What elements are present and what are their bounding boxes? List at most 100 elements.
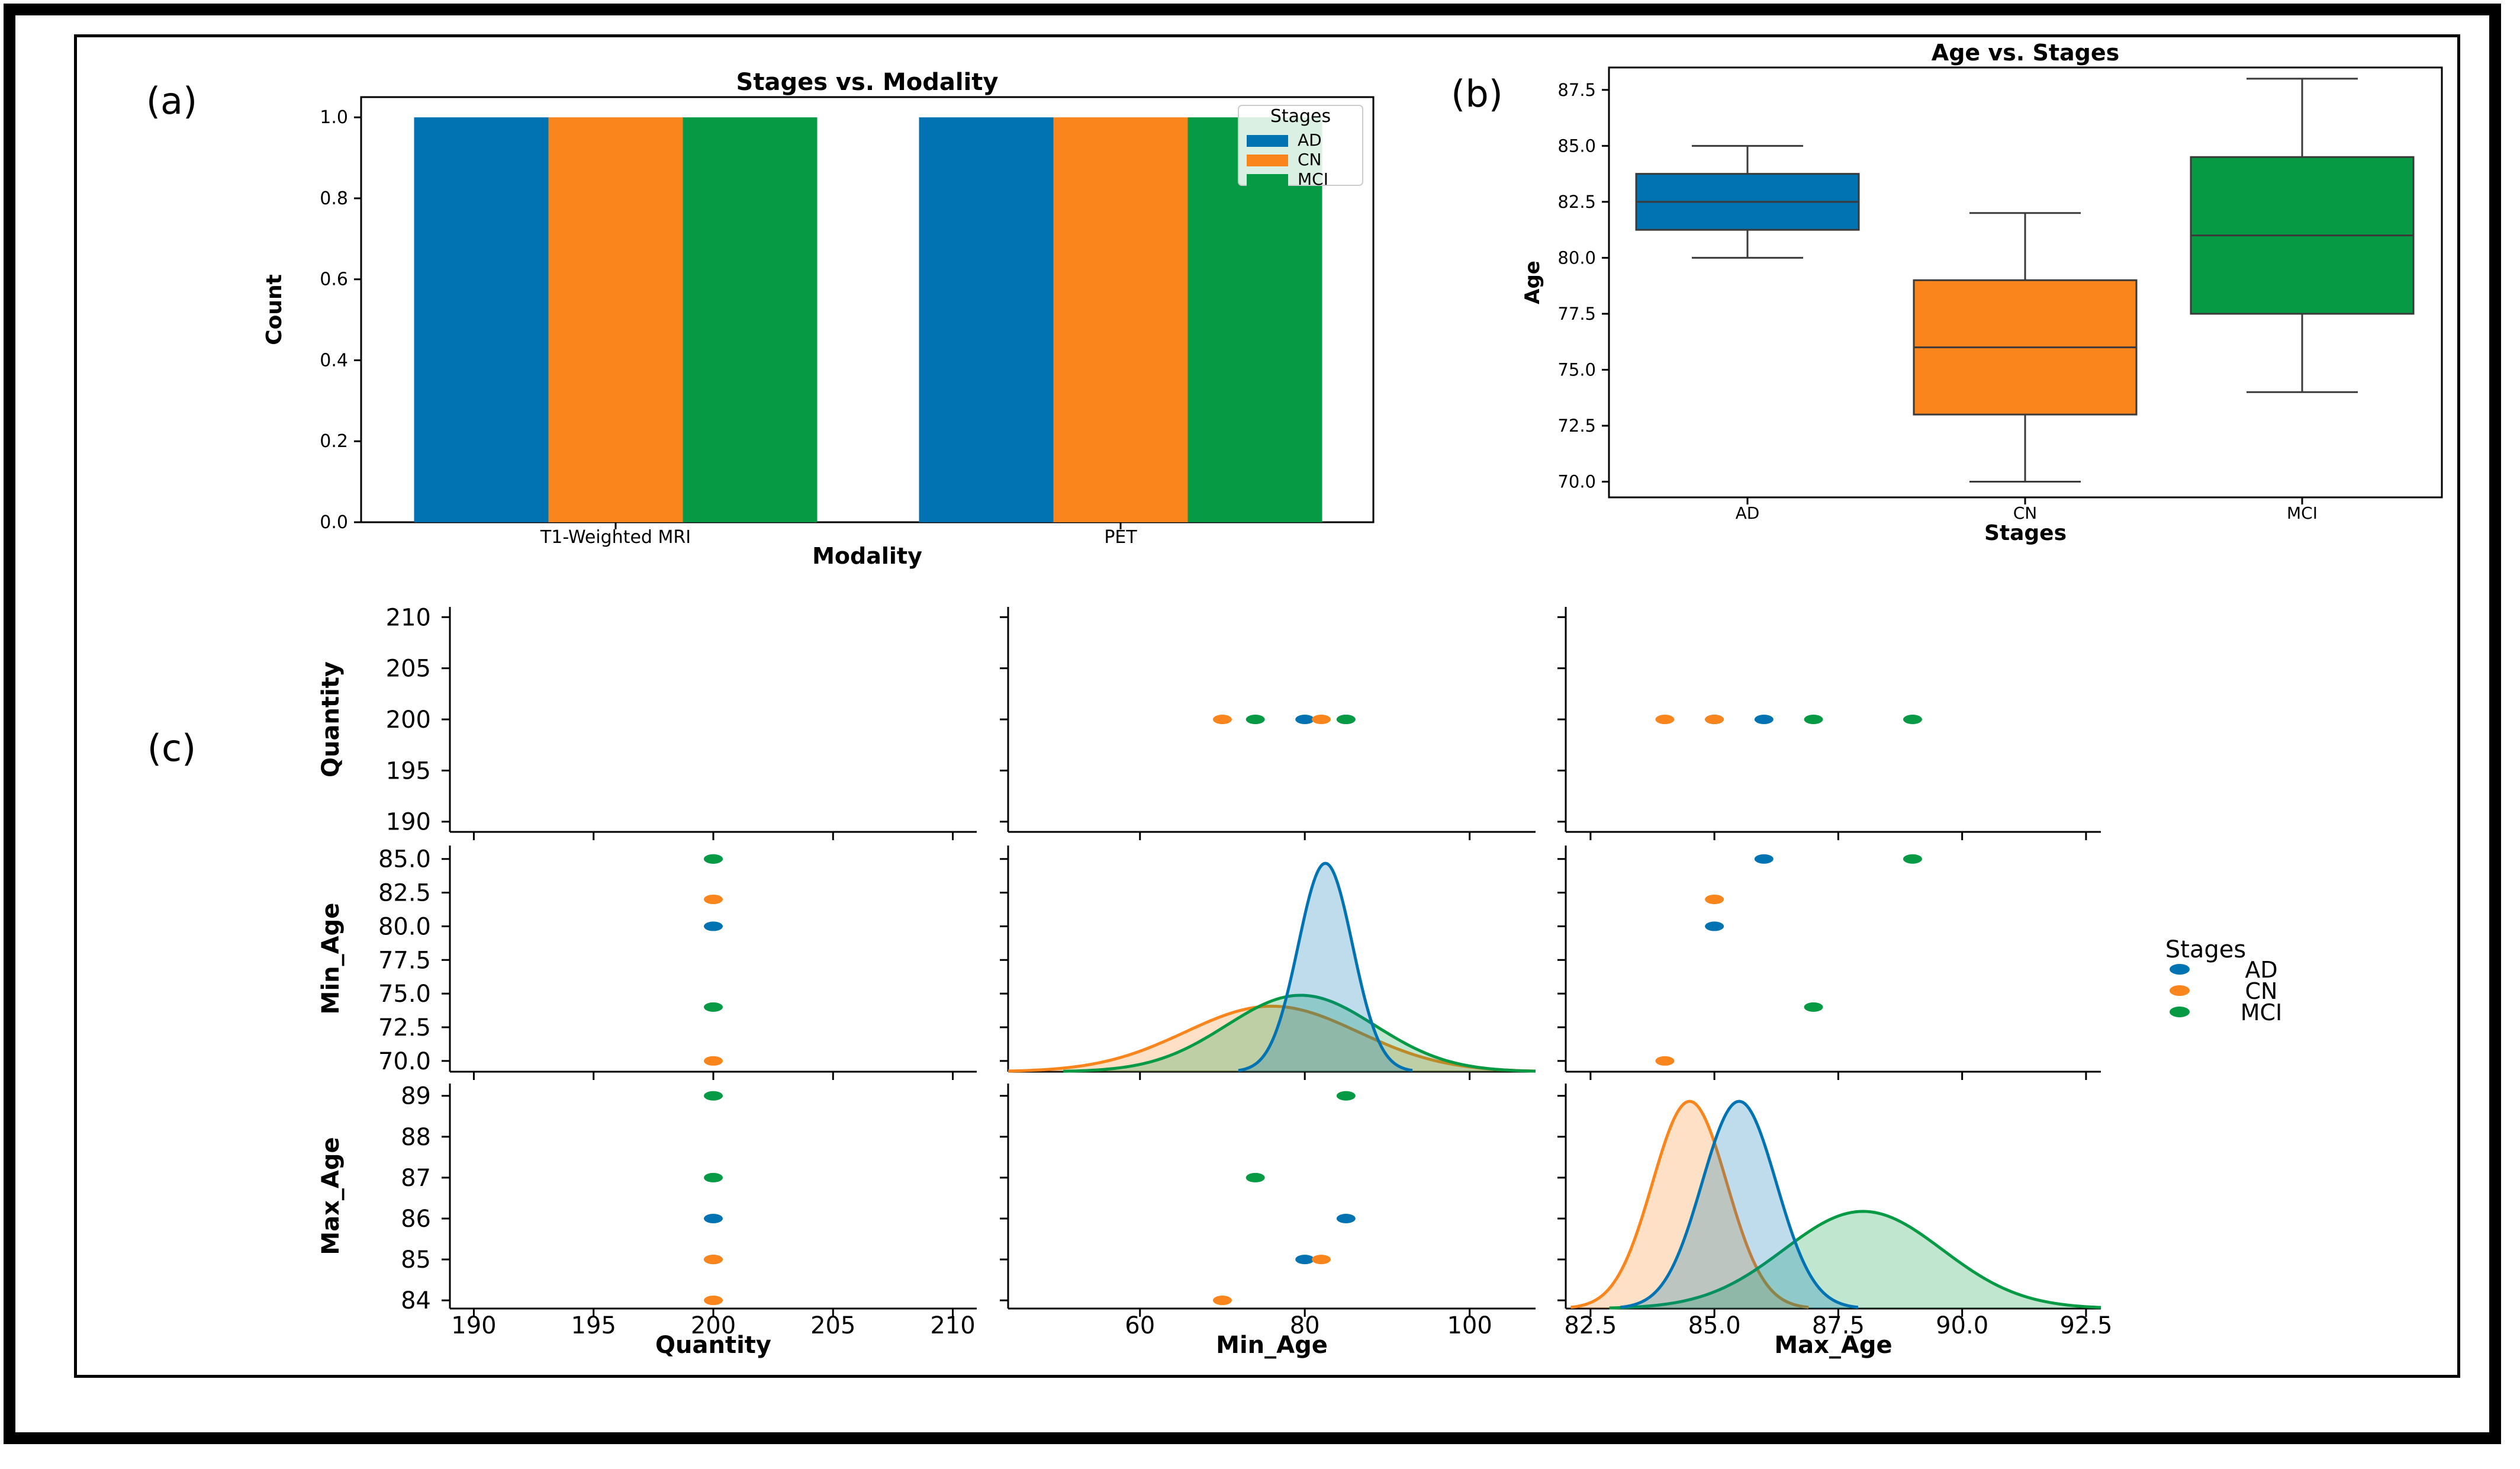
pair-point-mci	[1336, 1091, 1356, 1101]
pair-y-tick-label: 86	[401, 1206, 431, 1233]
pair-point-mci	[1903, 715, 1922, 724]
pair-point-ad	[704, 921, 723, 931]
pair-y-tick-label: 210	[386, 604, 431, 631]
pair-x-tick-label: 60	[1125, 1312, 1155, 1339]
pair-y-tick-label: 85	[401, 1246, 431, 1274]
bar-x-label: Modality	[812, 543, 922, 569]
panel-label-c: (c)	[147, 727, 196, 770]
kde-fill-ad	[1238, 863, 1413, 1072]
bar-legend-label-cn: CN	[1298, 150, 1322, 169]
box-y-label: Age	[1521, 261, 1544, 304]
bar-mci-0	[683, 117, 818, 522]
pair-y-tick-label: 195	[386, 757, 431, 785]
panel-label-a: (a)	[146, 79, 197, 123]
pair-x-tick-label: 195	[571, 1312, 616, 1339]
box-y-tick-label: 70.0	[1557, 472, 1596, 492]
pair-point-mci	[1804, 715, 1823, 724]
pair-point-mci	[704, 1091, 723, 1101]
bar-ad-1	[919, 117, 1054, 522]
box-y-tick-label: 72.5	[1557, 416, 1596, 436]
pair-x-label-max_age: Max_Age	[1774, 1332, 1892, 1359]
pair-x-label-quantity: Quantity	[655, 1332, 771, 1359]
bar-y-tick-label: 0.4	[320, 350, 348, 371]
kde-line-ad	[1238, 862, 1413, 1072]
pair-legend-title: Stages	[2165, 936, 2246, 963]
pair-point-ad	[704, 1214, 723, 1223]
pair-point-cn	[1212, 1296, 1232, 1306]
box-y-tick-label: 77.5	[1557, 304, 1596, 324]
bar-legend-swatch-mci	[1247, 174, 1288, 186]
pair-y-tick-label: 77.5	[378, 947, 431, 974]
pair-point-mci	[1245, 1172, 1265, 1182]
bar-y-tick-label: 1.0	[320, 107, 348, 128]
panel-label-b: (b)	[1451, 72, 1503, 115]
bar-y-tick-label: 0.0	[320, 512, 348, 533]
box-y-tick-label: 87.5	[1557, 80, 1596, 100]
bar-y-tick-label: 0.2	[320, 431, 348, 452]
kde-fill-mci	[1063, 995, 1536, 1072]
pair-point-cn	[1312, 715, 1331, 724]
bar-x-tick-label: T1-Weighted MRI	[540, 527, 691, 548]
bar-y-tick-label: 0.8	[320, 188, 348, 209]
box-y-tick-label: 75.0	[1557, 359, 1596, 380]
pair-x-tick-label: 100	[1447, 1312, 1492, 1339]
pair-point-ad	[1705, 921, 1724, 931]
pair-point-ad	[1295, 1255, 1315, 1265]
pair-legend-label-cn: CN	[2245, 978, 2278, 1004]
pair-x-tick-label: 85.0	[1688, 1312, 1741, 1339]
bar-legend-label-ad: AD	[1298, 130, 1322, 150]
pair-y-tick-label: 85.0	[378, 846, 431, 873]
pair-point-cn	[1312, 1255, 1331, 1265]
kde-line-cn	[1008, 1004, 1536, 1073]
bar-cn-1	[1053, 117, 1188, 522]
pair-y-tick-label: 70.0	[378, 1048, 431, 1075]
pair-point-cn	[1212, 715, 1232, 724]
box-chart-title: Age vs. Stages	[1932, 40, 2119, 66]
kde-line-cn	[1570, 1100, 1809, 1309]
pair-y-tick-label: 200	[386, 706, 431, 734]
pair-y-tick-label: 190	[386, 809, 431, 836]
pair-y-label-min_age: Min_Age	[317, 903, 345, 1015]
pair-point-mci	[704, 1172, 723, 1182]
pair-y-label-max_age: Max_Age	[317, 1137, 345, 1255]
kde-fill-ad	[1620, 1101, 1858, 1309]
bar-legend-swatch-ad	[1247, 135, 1288, 147]
box-y-tick-label: 82.5	[1557, 192, 1596, 212]
pair-point-ad	[1754, 715, 1774, 724]
kde-fill-cn	[1570, 1101, 1809, 1309]
bar-y-label: Count	[262, 274, 287, 345]
bar-ad-0	[414, 117, 549, 522]
pair-x-tick-label: 210	[930, 1312, 975, 1339]
pair-point-cn	[1655, 1056, 1675, 1066]
pair-point-cn	[1705, 715, 1724, 724]
pair-point-ad	[1754, 854, 1774, 864]
figure-outer-frame	[4, 4, 2501, 1444]
pair-y-label-quantity: Quantity	[317, 661, 345, 777]
pair-point-mci	[1804, 1002, 1823, 1012]
pair-point-cn	[1655, 715, 1675, 724]
pair-y-tick-label: 88	[401, 1124, 431, 1151]
pair-point-cn	[704, 1255, 723, 1265]
pair-y-tick-label: 80.0	[378, 913, 431, 940]
box-x-tick-label: AD	[1736, 503, 1760, 523]
pair-point-cn	[704, 1296, 723, 1306]
pair-point-mci	[704, 854, 723, 864]
bar-cn-0	[548, 117, 683, 522]
pair-x-label-min_age: Min_Age	[1216, 1332, 1328, 1359]
pair-legend-marker-mci	[2170, 1007, 2190, 1017]
pair-x-tick-label: 87.5	[1812, 1312, 1865, 1339]
pair-y-tick-label: 72.5	[378, 1014, 431, 1042]
pair-x-tick-label: 190	[451, 1312, 496, 1339]
box-x-tick-label: CN	[2013, 503, 2038, 523]
bar-y-tick-label: 0.6	[320, 269, 348, 290]
pair-point-mci	[704, 1002, 723, 1012]
pair-y-tick-label: 87	[401, 1165, 431, 1192]
pair-x-tick-label: 80	[1290, 1312, 1320, 1339]
kde-line-mci	[1609, 1210, 2101, 1310]
pair-x-tick-label: 92.5	[2059, 1312, 2112, 1339]
pair-point-ad	[1336, 1214, 1356, 1223]
bar-legend-swatch-cn	[1247, 155, 1288, 166]
pair-point-ad	[1295, 715, 1315, 724]
pair-point-cn	[704, 894, 723, 904]
